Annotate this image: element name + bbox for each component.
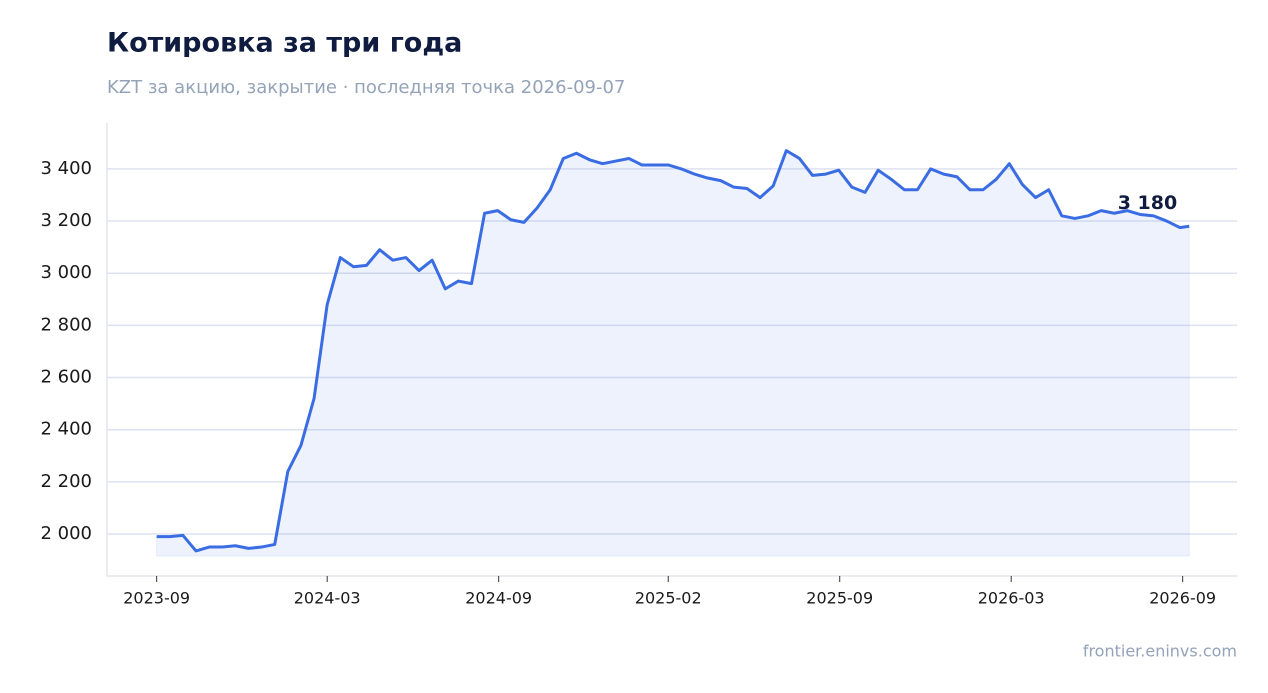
- x-tick-label: 2026-09: [1149, 589, 1216, 608]
- y-tick-label: 2 000: [40, 523, 92, 544]
- x-tick-label: 2025-02: [635, 589, 702, 608]
- x-tick-label: 2025-09: [806, 589, 873, 608]
- area-fill: [156, 149, 1190, 557]
- y-tick-label: 3 400: [40, 158, 92, 179]
- y-tick-label: 2 400: [40, 419, 92, 440]
- x-tick-label: 2026-03: [978, 589, 1045, 608]
- price-line: [156, 149, 1190, 553]
- y-tick-label: 3 200: [40, 210, 92, 231]
- y-tick-label: 2 600: [40, 367, 92, 388]
- x-tick-label: 2024-03: [294, 589, 361, 608]
- y-tick-label: 2 200: [40, 471, 92, 492]
- x-tick-label: 2024-09: [465, 589, 532, 608]
- chart-subtitle: KZT за акцию, закрытие · последняя точка…: [107, 77, 625, 98]
- y-tick-label: 3 000: [40, 262, 92, 283]
- x-tick-label: 2023-09: [123, 589, 190, 608]
- chart-title: Котировка за три года: [107, 28, 462, 59]
- y-tick-label: 2 800: [40, 314, 92, 335]
- last-value-label: 3 180: [1118, 192, 1178, 214]
- source: frontier.eninvs.com: [1083, 642, 1237, 661]
